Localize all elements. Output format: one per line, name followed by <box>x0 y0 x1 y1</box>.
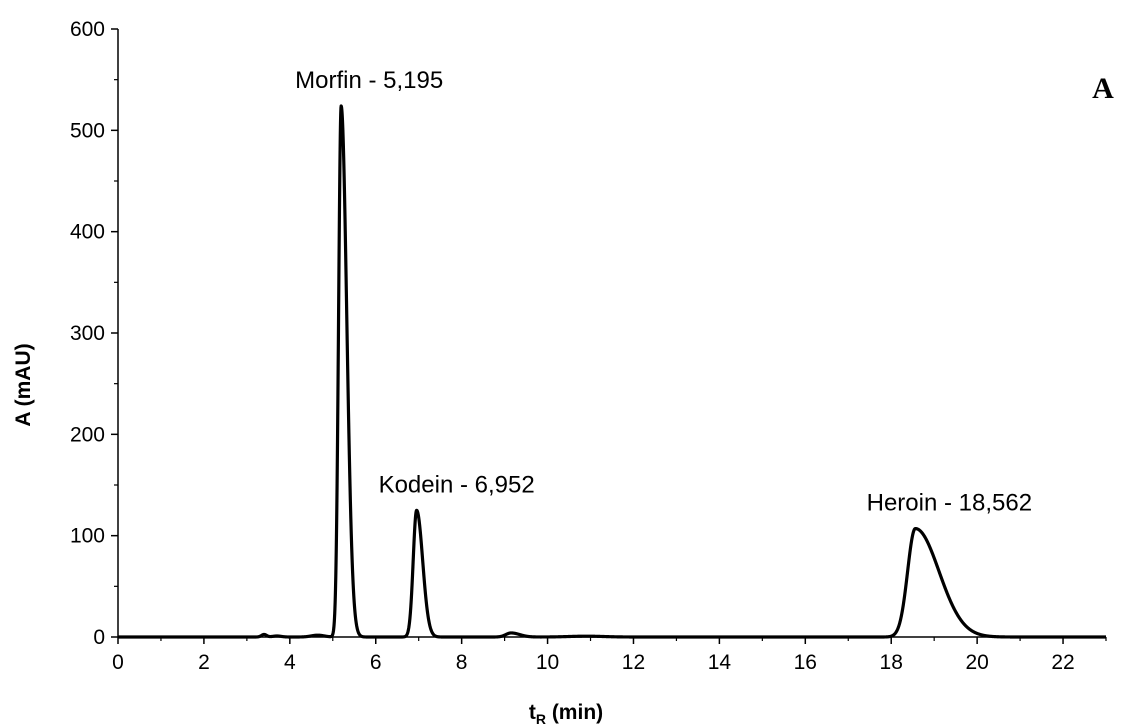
y-tick-label: 200 <box>70 423 105 446</box>
x-tick-label: 4 <box>284 651 296 674</box>
y-axis-title: A (mAU) <box>12 343 35 426</box>
series <box>116 104 1108 639</box>
x-axis: 0 2 4 6 8 10 12 14 16 18 20 22 <box>112 636 1107 674</box>
x-tick-label: 14 <box>708 651 732 674</box>
x-tick-label: 2 <box>198 651 210 674</box>
x-axis-title-sub: R <box>536 711 546 727</box>
x-axis-title: tR (min) <box>529 701 603 727</box>
y-tick-label: 300 <box>70 322 105 345</box>
x-tick-label: 8 <box>456 651 468 674</box>
y-tick-label: 100 <box>70 525 105 548</box>
x-tick-label: 18 <box>880 651 903 674</box>
y-tick-label: 400 <box>70 221 105 244</box>
x-axis-title-unit: (min) <box>546 701 603 724</box>
y-tick-label: 500 <box>70 119 105 142</box>
peak-label-morfin: Morfin - 5,195 <box>295 67 443 94</box>
panel-label: A <box>1092 72 1114 105</box>
x-tick-label: 20 <box>965 651 988 674</box>
peak-label-kodein: Kodein - 6,952 <box>379 471 535 498</box>
y-axis: 0 100 200 300 400 500 600 <box>70 18 119 649</box>
x-tick-label: 16 <box>794 651 817 674</box>
y-tick-label: 600 <box>70 18 105 41</box>
peak-labels: Morfin - 5,195 Kodein - 6,952 Heroin - 18,… <box>295 67 1032 517</box>
x-tick-label: 0 <box>112 651 124 674</box>
x-tick-label: 10 <box>536 651 559 674</box>
x-tick-label: 6 <box>370 651 382 674</box>
x-tick-label: 22 <box>1051 651 1074 674</box>
x-tick-label: 12 <box>622 651 645 674</box>
x-axis-title-main: t <box>529 701 536 724</box>
peak-label-heroin: Heroin - 18,562 <box>867 490 1032 517</box>
chromatogram-trace <box>116 104 1108 639</box>
y-tick-label: 0 <box>93 626 105 649</box>
